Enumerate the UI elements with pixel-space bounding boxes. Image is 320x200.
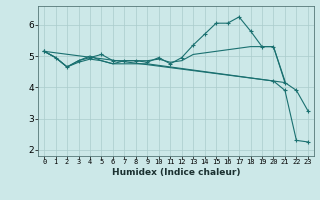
X-axis label: Humidex (Indice chaleur): Humidex (Indice chaleur) [112,168,240,177]
